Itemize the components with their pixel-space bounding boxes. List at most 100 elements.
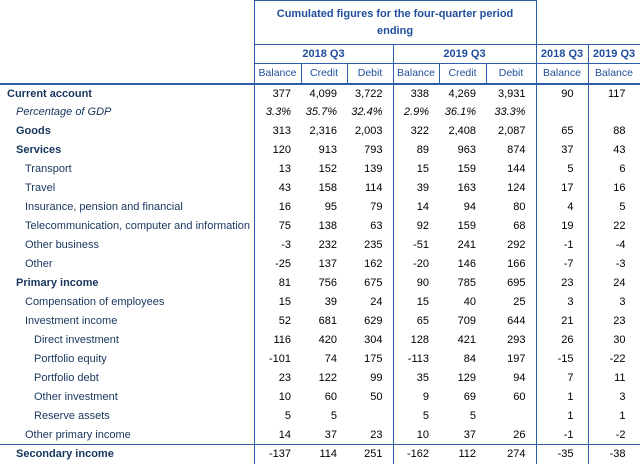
table-row: Goods 313 2,316 2,003 322 2,408 2,087 65 88	[0, 121, 640, 141]
value-cell: 10	[392, 425, 439, 445]
table-row: Other -25 137 162 -20 146 166 -7 -3	[0, 254, 640, 274]
value-cell: 785	[457, 277, 476, 289]
value-cell: -1	[535, 235, 589, 255]
value-cell: 39	[392, 178, 439, 198]
value-cell: 40	[463, 296, 476, 308]
value-cell: 37	[324, 428, 337, 441]
header-row-title: Cumulated figures for the four-quarter p…	[0, 0, 640, 45]
row-label: Investment income	[25, 315, 118, 327]
value-cell: 16	[587, 178, 640, 198]
value-cell: 274	[486, 444, 537, 464]
column-header-balance: Balance	[535, 63, 589, 85]
corner-cell	[0, 1, 254, 45]
value-cell: 94	[463, 201, 476, 213]
value-cell: 33.3%	[494, 106, 526, 118]
table-row: Primary income 81 756 675 90 785 695 23 24	[0, 273, 640, 293]
value-cell: 963	[457, 144, 476, 156]
value-cell: 69	[463, 391, 476, 403]
value-cell: 3.3%	[253, 102, 301, 122]
value-cell: 65	[535, 121, 589, 141]
table-row: Other investment 10 60 50 9 69 60 1 3	[0, 387, 640, 407]
value-cell: 90	[535, 83, 589, 103]
row-label: Goods	[16, 125, 51, 137]
value-cell: 50	[370, 391, 383, 403]
value-cell: 2,087	[498, 125, 526, 137]
cumulated-figures-title: Cumulated figures for the four-quarter p…	[253, 0, 537, 45]
row-label: Portfolio equity	[34, 353, 107, 365]
value-cell: 6	[587, 159, 640, 179]
value-cell: 39	[324, 296, 337, 308]
value-cell: 644	[507, 315, 526, 327]
value-cell: 52	[253, 311, 301, 331]
value-cell: 25	[513, 296, 526, 308]
value-cell: 629	[364, 315, 383, 327]
table-row: Compensation of employees 15 39 24 15 40 25 3 3	[0, 292, 640, 312]
value-cell: 74	[324, 353, 337, 365]
corner-cell-right	[536, 1, 640, 45]
value-cell: 4	[535, 197, 589, 217]
value-cell: 5	[392, 406, 439, 426]
value-cell: 32.4%	[351, 106, 383, 118]
value-cell: 75	[253, 216, 301, 236]
value-cell: 5	[535, 159, 589, 179]
row-label: Compensation of employees	[25, 296, 165, 308]
value-cell: 313	[253, 121, 301, 141]
value-cell: 1	[535, 406, 589, 426]
table-row: Services 120 913 793 89 963 874 37 43	[0, 140, 640, 160]
value-cell: 15	[392, 292, 439, 312]
value-cell: 88	[587, 121, 640, 141]
value-cell: 92	[392, 216, 439, 236]
value-cell: -162	[392, 444, 439, 464]
value-cell: 63	[370, 220, 383, 232]
row-label: Portfolio debt	[34, 372, 99, 384]
value-cell: 420	[318, 334, 337, 346]
value-cell: 913	[318, 144, 337, 156]
value-cell: 22	[587, 216, 640, 236]
row-label: Services	[16, 144, 62, 156]
value-cell: 2,316	[309, 125, 337, 137]
value-cell: 114	[301, 444, 347, 464]
period-group-2018q3: 2018 Q3	[253, 44, 394, 64]
value-cell: 114	[364, 182, 383, 194]
row-label: Other	[25, 258, 53, 270]
value-cell: 4,269	[448, 87, 476, 100]
value-cell: 338	[392, 83, 439, 103]
value-cell: 89	[392, 140, 439, 160]
value-cell: 19	[535, 216, 589, 236]
row-label: Travel	[25, 182, 56, 194]
value-cell: -22	[587, 349, 640, 369]
value-cell: 16	[253, 197, 301, 217]
value-cell: 322	[392, 121, 439, 141]
value-cell: 166	[507, 258, 526, 270]
period-group-2019q3: 2019 Q3	[392, 44, 537, 64]
value-cell: 35	[392, 368, 439, 388]
value-cell: 90	[392, 273, 439, 293]
value-cell: 5	[253, 406, 301, 426]
value-cell: -113	[392, 349, 439, 369]
value-cell: 3	[535, 292, 589, 312]
column-header-credit: Credit	[438, 63, 487, 85]
column-header-debit: Debit	[485, 63, 537, 85]
corner-cell	[0, 63, 254, 85]
table-row: Other primary income 14 37 23 10 37 26 -1 -2	[0, 425, 640, 445]
value-cell: 1	[587, 406, 640, 426]
value-cell: 84	[463, 353, 476, 365]
value-cell: -1	[535, 425, 589, 445]
value-cell: 293	[507, 334, 526, 346]
value-cell: -38	[587, 444, 640, 464]
value-cell: 197	[507, 353, 526, 365]
value-cell: 129	[457, 372, 476, 384]
value-cell	[486, 407, 536, 426]
table-row: Secondary income -137 114 251 -162 112 274 -35-…	[0, 444, 640, 464]
value-cell: 158	[318, 182, 337, 194]
value-cell: 3	[587, 387, 640, 407]
value-cell: -2	[587, 425, 640, 445]
value-cell: 159	[457, 220, 476, 232]
table-row: Other business -3 232 235 -51 241 292 -1 -4	[0, 235, 640, 255]
value-cell: 112	[439, 444, 486, 464]
value-cell: 80	[513, 201, 526, 213]
value-cell: 421	[457, 334, 476, 346]
value-cell: 14	[253, 425, 301, 445]
table-row: Transport 13 152 139 15 159 144 5 6	[0, 159, 640, 179]
value-cell: -20	[392, 254, 439, 274]
